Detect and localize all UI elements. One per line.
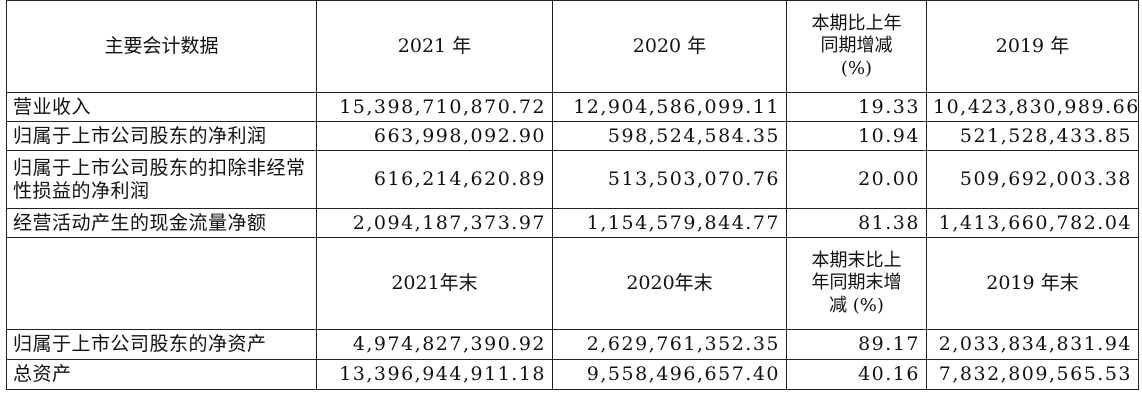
header-change-line: 本期比上年 (811, 12, 902, 34)
cell-change: 20.00 (786, 150, 927, 209)
cell-2021: 15,398,710,870.72 (316, 92, 553, 122)
cell-change: 10.94 (786, 121, 927, 151)
row-label: 归属于上市公司股东的扣除非经常性损益的净利润 (6, 150, 317, 209)
header-label: 主要会计数据 (6, 0, 317, 93)
cell-2019: 10,423,830,989.66 (926, 92, 1139, 122)
cell-2021: 2,094,187,373.97 (316, 208, 553, 238)
header-change-line: 同期增减 (820, 35, 893, 57)
cell-change: 19.33 (786, 92, 927, 122)
table-row: 总资产 13,396,944,911.18 9,558,496,657.40 4… (6, 359, 1139, 390)
header2-change-line: 减 (%) (829, 294, 884, 316)
financial-table-container: 主要会计数据 2021 年 2020 年 本期比上年 同期增减 (%) 2019… (6, 0, 1139, 390)
cell-2020: 598,524,584.35 (552, 121, 787, 151)
cell-change: 40.16 (786, 359, 927, 390)
header2-col-2019: 2019 年末 (926, 237, 1139, 330)
cell-change: 89.17 (786, 329, 927, 360)
row-label: 营业收入 (6, 92, 317, 122)
row-label: 总资产 (6, 359, 317, 390)
cell-2021: 663,998,092.90 (316, 121, 553, 151)
header2-change-line: 年同期末增 (811, 272, 902, 294)
table-row: 经营活动产生的现金流量净额 2,094,187,373.97 1,154,579… (6, 208, 1139, 238)
cell-2020: 1,154,579,844.77 (552, 208, 787, 238)
key-accounting-data-table: 主要会计数据 2021 年 2020 年 本期比上年 同期增减 (%) 2019… (6, 0, 1139, 390)
table-row: 归属于上市公司股东的净利润 663,998,092.90 598,524,584… (6, 121, 1139, 151)
table-row: 归属于上市公司股东的净资产 4,974,827,390.92 2,629,761… (6, 329, 1139, 360)
header2-change-line: 本期末比上 (811, 249, 902, 271)
cell-2019: 7,832,809,565.53 (926, 359, 1139, 390)
cell-2020: 513,503,070.76 (552, 150, 787, 209)
cell-2020: 9,558,496,657.40 (552, 359, 787, 390)
header-col-2020: 2020 年 (552, 0, 787, 93)
header2-label (6, 237, 317, 330)
header2-col-2021: 2021年末 (316, 237, 553, 330)
cell-2021: 13,396,944,911.18 (316, 359, 553, 390)
header-col-change: 本期比上年 同期增减 (%) (786, 0, 927, 93)
header-col-2019: 2019 年 (926, 0, 1139, 93)
header2-col-change: 本期末比上 年同期末增 减 (%) (786, 237, 927, 330)
cell-change: 81.38 (786, 208, 927, 238)
header-row-1: 主要会计数据 2021 年 2020 年 本期比上年 同期增减 (%) 2019… (6, 0, 1139, 93)
header-col-2021: 2021 年 (316, 0, 553, 93)
cell-2019: 2,033,834,831.94 (926, 329, 1139, 360)
row-label: 归属于上市公司股东的净资产 (6, 329, 317, 360)
cell-2019: 1,413,660,782.04 (926, 208, 1139, 238)
cell-2020: 12,904,586,099.11 (552, 92, 787, 122)
table-row: 归属于上市公司股东的扣除非经常性损益的净利润 616,214,620.89 51… (6, 150, 1139, 209)
row-label: 归属于上市公司股东的净利润 (6, 121, 317, 151)
cell-2019: 521,528,433.85 (926, 121, 1139, 151)
cell-2021: 4,974,827,390.92 (316, 329, 553, 360)
cell-2019: 509,692,003.38 (926, 150, 1139, 209)
header2-col-2020: 2020年末 (552, 237, 787, 330)
table-row: 营业收入 15,398,710,870.72 12,904,586,099.11… (6, 92, 1139, 122)
header-row-2: 2021年末 2020年末 本期末比上 年同期末增 减 (%) 2019 年末 (6, 237, 1139, 330)
row-label: 经营活动产生的现金流量净额 (6, 208, 317, 238)
cell-2020: 2,629,761,352.35 (552, 329, 787, 360)
header-change-line: (%) (840, 57, 873, 79)
cell-2021: 616,214,620.89 (316, 150, 553, 209)
